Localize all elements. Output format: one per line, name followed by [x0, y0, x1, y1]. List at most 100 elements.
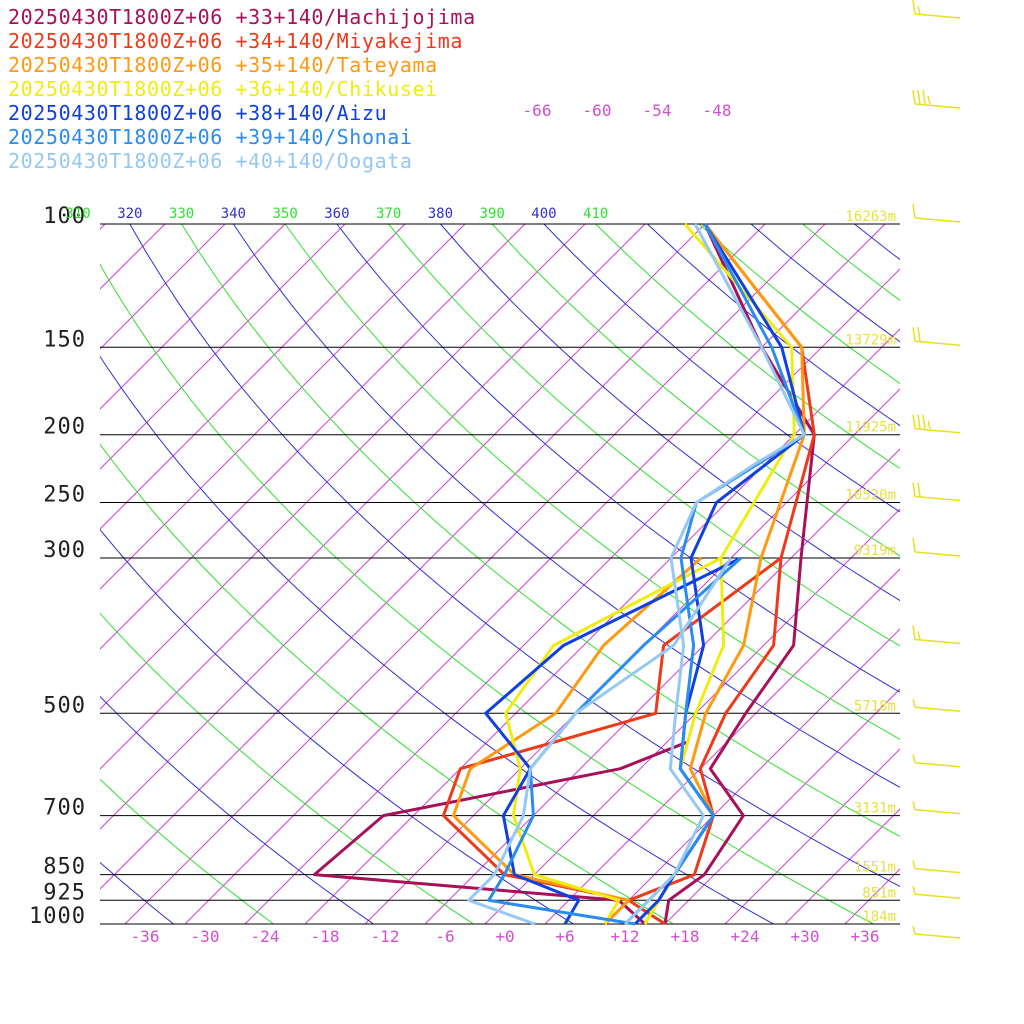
dry-adiabat-line: [698, 223, 900, 385]
temperature-tick-label: +18: [671, 927, 700, 946]
wind-barb-flag: [912, 327, 916, 342]
dewpoint-line-2: [451, 556, 703, 926]
wind-barb-flag: [912, 886, 916, 895]
wind-barb-staff: [914, 867, 961, 874]
wind-barb: [912, 925, 961, 939]
wind-barb: [912, 0, 961, 19]
wind-barb-flag: [912, 537, 916, 553]
temperature-tick-label: -30: [191, 927, 220, 946]
theta-label: 370: [376, 206, 401, 222]
isotherm-line: [100, 223, 286, 410]
temperature-tick-label: -12: [371, 927, 400, 946]
upper-temperature-label: -60: [583, 101, 612, 120]
legend-entry-aizu: 20250430T1800Z+06 +38+140/Aizu: [8, 101, 388, 125]
wind-barb-flag: [912, 89, 916, 105]
wind-barb-staff: [914, 13, 961, 19]
isotherm-line: [244, 268, 900, 925]
wind-barb-flag: [912, 625, 916, 640]
height-label: 5718m: [854, 698, 896, 714]
wind-barb-staff: [914, 427, 961, 434]
height-label: 13729m: [845, 332, 896, 348]
isobar-lines: [100, 223, 900, 925]
temperature-tick-label: -24: [251, 927, 280, 946]
pressure-label: 300: [43, 538, 86, 563]
theta-label: 400: [531, 206, 556, 222]
legend-entry-shonai: 20250430T1800Z+06 +39+140/Shonai: [8, 125, 413, 149]
height-label: 851m: [862, 885, 896, 901]
theta-label: 360: [324, 206, 349, 222]
upper-temperature-label: -66: [523, 101, 552, 120]
wind-barb-flag: [912, 754, 916, 763]
moist-adiabat-line: [543, 223, 900, 513]
temperature-tick-label: -6: [435, 927, 454, 946]
wind-barb: [912, 801, 961, 815]
dewpoint-line-4: [484, 556, 742, 925]
isotherm-line: [100, 223, 226, 350]
wind-barb: [912, 699, 961, 713]
legend: 20250430T1800Z+06 +33+140/Hachijojima 20…: [8, 5, 476, 173]
temperature-tick-label: +30: [791, 927, 820, 946]
height-label: 10520m: [845, 488, 896, 504]
theta-label: 310: [65, 206, 90, 222]
wind-barb-staff: [914, 706, 961, 713]
temperature-tick-label: +6: [555, 927, 574, 946]
isotherm-line: [544, 568, 900, 925]
moist-adiabat-line: [100, 528, 574, 925]
theta-label: 390: [480, 206, 505, 222]
wind-barb: [912, 537, 961, 557]
wind-barb: [912, 203, 961, 223]
height-label: 1551m: [854, 860, 896, 876]
moist-adiabat-line: [336, 223, 900, 693]
wind-barb-staff: [914, 808, 961, 815]
legend-entry-hachijojima: 20250430T1800Z+06 +33+140/Hachijojima: [8, 5, 476, 29]
height-label: 9319m: [854, 543, 896, 559]
isotherm-line: [664, 688, 900, 925]
pressure-label: 150: [43, 327, 86, 352]
upper-temperature-label: -54: [643, 101, 672, 120]
pressure-label: 250: [43, 483, 86, 508]
temperature-line-6: [623, 223, 806, 926]
isotherm-line: [844, 868, 900, 925]
isotherm-line: [124, 223, 826, 925]
wind-barb-flag: [912, 482, 916, 497]
wind-barb: [912, 482, 961, 502]
upper-temperature-label: -48: [703, 101, 732, 120]
moist-adiabat-line: [129, 223, 900, 888]
theta-label: 320: [117, 206, 142, 222]
theta-label: 380: [428, 206, 453, 222]
dry-adiabat-line: [100, 443, 674, 925]
moist-adiabat-line: [854, 223, 900, 261]
wind-barb-flag: [917, 482, 921, 497]
wind-barb-flag: [917, 5, 921, 15]
wind-barb: [912, 886, 961, 900]
dewpoint-line-6: [467, 557, 733, 926]
wind-barb-flag: [912, 925, 916, 935]
dewpoint-line-1: [441, 556, 782, 926]
wind-barb-staff: [914, 551, 961, 557]
isotherm-line: [100, 223, 406, 530]
temperature-tick-label: -36: [131, 927, 160, 946]
wind-barb-flag: [922, 89, 926, 105]
wind-barb-flag: [917, 414, 921, 429]
dry-adiabat-line: [100, 778, 274, 925]
isotherm-line: [0, 224, 45, 924]
wind-barb-flag: [922, 414, 926, 429]
wind-barb-flag: [927, 420, 931, 429]
wind-barb-staff: [914, 217, 961, 223]
wind-barb-staff: [914, 933, 961, 939]
wind-barb-flag: [912, 414, 916, 429]
wind-barb-staff: [914, 761, 961, 768]
temperature-tick-label: +36: [851, 927, 880, 946]
temperature-line-1: [627, 223, 816, 926]
wind-barb-flag: [927, 95, 931, 105]
isotherm-line: [304, 328, 900, 925]
temperature-tick-label: -18: [311, 927, 340, 946]
moist-adiabat-line: [750, 223, 900, 343]
dry-adiabat-line: [906, 224, 1024, 924]
legend-entry-tateyama: 20250430T1800Z+06 +35+140/Tateyama: [8, 53, 438, 77]
height-label: 11925m: [845, 420, 896, 436]
legend-entry-miyakejima: 20250430T1800Z+06 +34+140/Miyakejima: [8, 29, 464, 53]
theta-label: 410: [583, 206, 608, 222]
